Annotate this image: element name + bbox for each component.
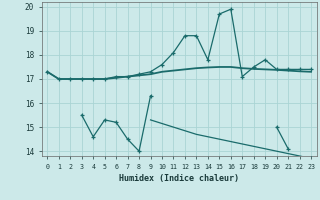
X-axis label: Humidex (Indice chaleur): Humidex (Indice chaleur) <box>119 174 239 183</box>
